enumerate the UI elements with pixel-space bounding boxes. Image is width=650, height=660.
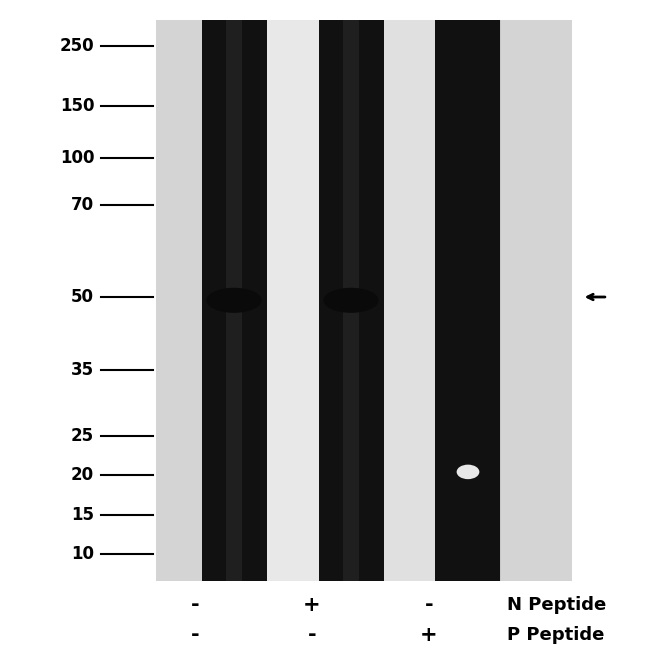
Text: -: - [307, 625, 317, 645]
Bar [202, 20, 266, 581]
Text: -: - [190, 625, 200, 645]
Bar [343, 20, 359, 581]
Bar [384, 20, 436, 581]
Bar [436, 20, 500, 581]
Bar [266, 20, 318, 581]
Text: 70: 70 [71, 195, 94, 214]
Text: 35: 35 [71, 360, 94, 379]
Text: 15: 15 [72, 506, 94, 524]
Text: 25: 25 [71, 426, 94, 445]
Text: 10: 10 [72, 545, 94, 564]
Bar [500, 20, 572, 581]
Text: 150: 150 [60, 96, 94, 115]
Text: 20: 20 [71, 466, 94, 484]
Text: 50: 50 [72, 288, 94, 306]
Text: -: - [190, 595, 200, 615]
Text: P Peptide: P Peptide [507, 626, 604, 644]
Bar [156, 20, 572, 581]
Text: N Peptide: N Peptide [507, 596, 606, 614]
Text: 100: 100 [60, 149, 94, 168]
Bar [226, 20, 242, 581]
Text: +: + [303, 595, 321, 615]
Text: 250: 250 [60, 37, 94, 55]
Ellipse shape [456, 465, 480, 479]
Bar [156, 20, 202, 581]
Ellipse shape [207, 288, 261, 313]
Bar [318, 20, 384, 581]
Text: -: - [424, 595, 434, 615]
Text: +: + [420, 625, 438, 645]
Ellipse shape [324, 288, 378, 313]
